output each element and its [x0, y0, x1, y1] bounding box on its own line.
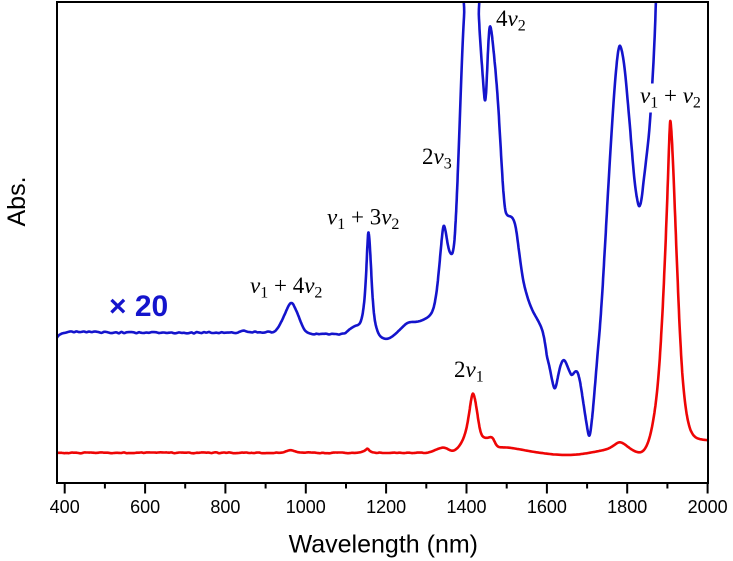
svg-text:800: 800	[210, 497, 240, 517]
svg-text:600: 600	[130, 497, 160, 517]
svg-text:1400: 1400	[446, 497, 486, 517]
svg-text:2000: 2000	[688, 497, 728, 517]
svg-text:1000: 1000	[286, 497, 326, 517]
svg-text:2v1: 2v1	[454, 357, 484, 386]
svg-text:Wavelength (nm): Wavelength (nm)	[289, 531, 478, 559]
svg-text:1200: 1200	[366, 497, 406, 517]
svg-text:Abs.: Abs.	[3, 176, 31, 226]
svg-text:× 20: × 20	[109, 290, 168, 323]
svg-text:1800: 1800	[607, 497, 647, 517]
svg-text:v1 + 4v2: v1 + 4v2	[250, 273, 322, 302]
svg-text:1600: 1600	[527, 497, 567, 517]
svg-text:v1 + 3v2: v1 + 3v2	[327, 205, 399, 234]
svg-text:v1 + v2: v1 + v2	[640, 83, 701, 112]
svg-text:400: 400	[50, 497, 80, 517]
